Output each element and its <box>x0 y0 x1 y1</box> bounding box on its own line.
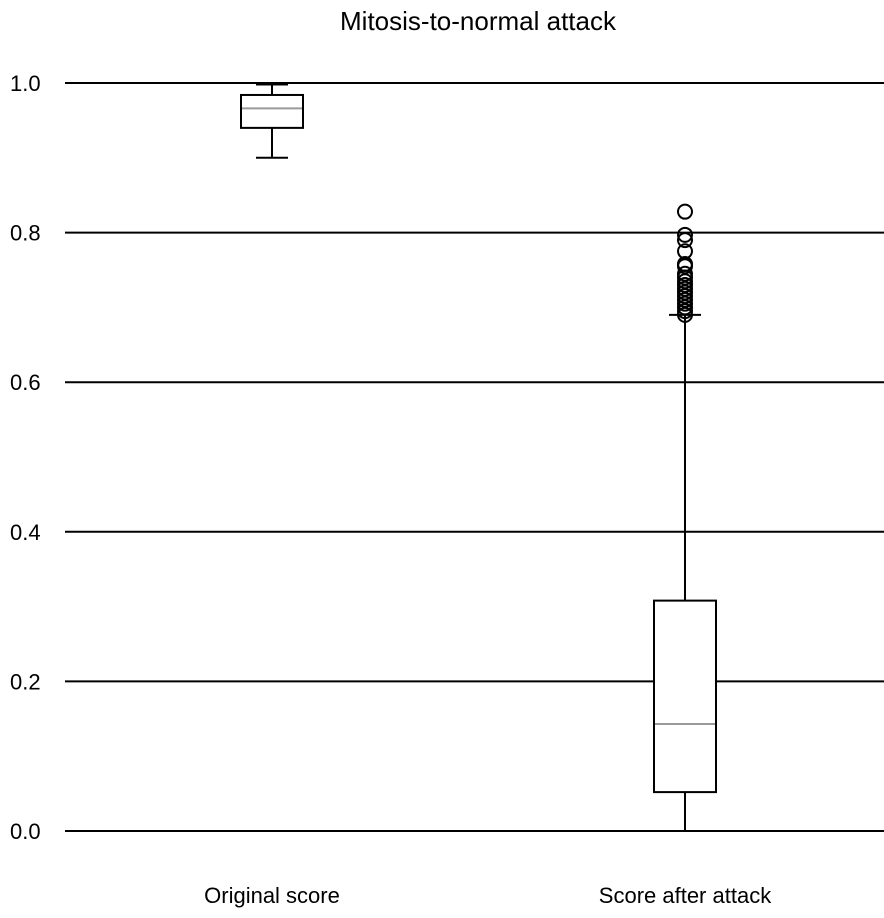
boxes <box>240 83 717 832</box>
gridlines <box>65 82 884 832</box>
iqr-box <box>653 599 717 794</box>
x-category-label: Score after attack <box>599 883 772 908</box>
outlier-point <box>677 265 693 282</box>
iqr-box <box>240 93 304 129</box>
x-axis-categories: Original score Score after attack <box>204 883 772 908</box>
box-group <box>653 203 717 832</box>
box-group <box>240 83 304 159</box>
outlier-point <box>677 203 693 220</box>
y-tick-label: 0.4 <box>10 520 41 545</box>
y-tick-label: 1.0 <box>10 71 41 96</box>
y-tick-label: 0.6 <box>10 370 41 395</box>
outlier-point <box>677 256 693 273</box>
y-tick-label: 0.0 <box>10 819 41 844</box>
outlier-point <box>677 232 693 249</box>
y-axis-ticks: 0.0 0.2 0.4 0.6 0.8 1.0 <box>10 71 41 844</box>
x-category-label: Original score <box>204 883 340 908</box>
y-tick-label: 0.8 <box>10 221 41 246</box>
outlier-point <box>677 226 693 243</box>
outlier-point <box>677 243 693 260</box>
y-tick-label: 0.2 <box>10 669 41 694</box>
chart-title: Mitosis-to-normal attack <box>340 6 617 36</box>
